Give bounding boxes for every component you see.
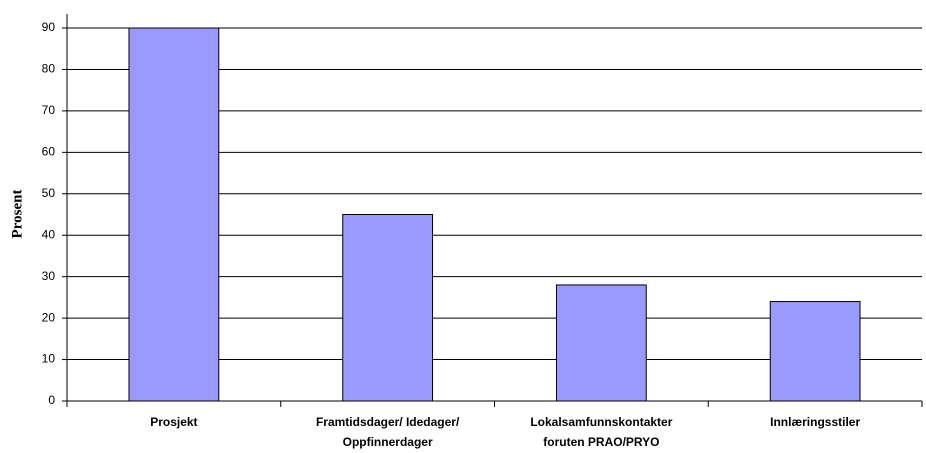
y-tick-label: 0 xyxy=(48,393,55,407)
x-tick-label: foruten PRAO/PRYO xyxy=(543,435,659,449)
y-axis-label: Prosent xyxy=(9,190,25,239)
y-tick-label: 40 xyxy=(42,227,56,241)
y-tick-label: 20 xyxy=(42,310,56,324)
bar xyxy=(128,27,220,402)
y-tick-label: 90 xyxy=(42,20,56,34)
bar xyxy=(342,214,434,402)
x-tick-label: Framtidsdager/ Idedager/ xyxy=(316,415,460,429)
bar xyxy=(555,284,647,402)
y-tick-label: 30 xyxy=(42,269,56,283)
x-tick-label: Lokalsamfunnskontakter xyxy=(530,415,672,429)
y-tick-label: 70 xyxy=(42,103,56,117)
x-tick-label: Oppfinnerdager xyxy=(343,435,433,449)
y-tick-label: 60 xyxy=(42,145,56,159)
y-tick-label: 50 xyxy=(42,186,56,200)
y-tick-label: 80 xyxy=(42,62,56,76)
x-tick-label: Prosjekt xyxy=(150,415,197,429)
bar xyxy=(769,301,861,402)
x-tick-label: Innlæringsstiler xyxy=(770,415,860,429)
y-tick-label: 10 xyxy=(42,352,56,366)
